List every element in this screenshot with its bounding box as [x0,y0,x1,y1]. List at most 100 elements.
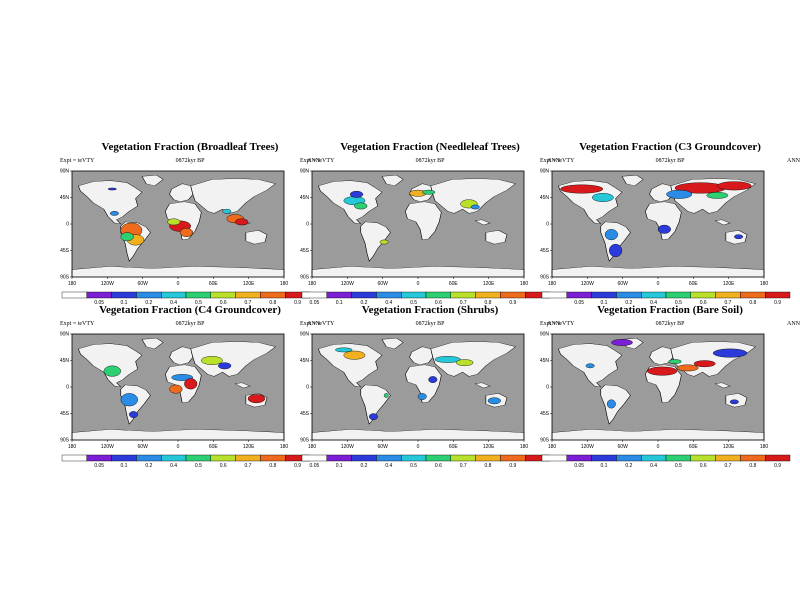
lon-label: 180 [280,444,289,450]
colorbar-swatch [740,454,766,462]
panel-title: Vegetation Fraction (Needleleaf Trees) [340,141,520,153]
lon-label: 180 [548,444,557,450]
colorbar-swatch [210,454,236,462]
lon-label: 120E [243,444,255,450]
colorbar-swatch [500,291,526,299]
colorbar-swatch [351,454,377,462]
colorbar-swatch [616,291,642,299]
continent-europe [409,346,434,365]
colorbar: 0.05 0.1 0.2 0.4 0.5 0.6 0.7 0.8 0.9 [301,291,551,305]
time-label: 0872kyr BP [175,321,205,327]
lon-label: 60E [449,444,459,450]
colorbar-swatch [210,291,236,299]
lon-label: 180 [280,281,289,287]
continent-africa [644,201,682,241]
vegetation-patch [383,393,389,398]
continent-africa [164,201,202,241]
colorbar-label: 0.2 [145,463,152,468]
lat-label: 0 [66,385,69,391]
time-label: 0872kyr BP [655,158,685,164]
colorbar-label: 0.5 [195,300,202,305]
colorbar-swatch [740,291,766,299]
lon-label: 120W [581,281,594,287]
vegetation-patch [693,360,716,368]
colorbar-label: 0.2 [625,300,632,305]
map-panel-c4-groundcover: Vegetation Fraction (C4 Groundcover) Exp… [60,304,320,468]
vegetation-patch [676,364,699,372]
lon-label: 180 [308,444,317,450]
colorbar-label: 0.1 [336,463,343,468]
colorbar-label: 0.7 [460,300,467,305]
colorbar-label: 0.9 [509,463,516,468]
colorbar-label: 0.4 [170,463,177,468]
lat-label: 90S [300,275,310,281]
colorbar-label: 0.6 [700,463,707,468]
colorbar-label: 0.5 [410,300,417,305]
vegetation-patch [712,348,748,358]
vegetation-patch [354,202,368,210]
lon-label: 0 [417,281,420,287]
colorbar-label: 0.1 [121,300,128,305]
vegetation-patch [369,413,378,421]
lat-label: 45S [300,411,310,417]
colorbar-swatch [136,454,162,462]
lon-label: 60W [138,281,149,287]
vegetation-patch [201,356,223,365]
colorbar-swatch [326,291,352,299]
lon-label: 120W [341,444,354,450]
vegetation-patch [222,208,232,214]
vegetation-patch [609,243,623,258]
colorbar-label: 0.7 [725,463,732,468]
lon-label: 0 [177,281,180,287]
colorbar-swatch [160,454,187,462]
lon-label: 180 [68,444,77,450]
colorbar-label: 0.2 [361,300,368,305]
vegetation-patch [129,411,138,418]
lon-label: 60E [689,444,699,450]
vegetation-patch [120,232,134,242]
experiment-label: Expt = teVTY [540,158,575,164]
vegetation-patch [169,384,183,394]
colorbar-label: 0.7 [725,300,732,305]
colorbar-label: 0.5 [195,463,202,468]
continent-asia [430,178,516,214]
colorbar-label: 0.5 [675,300,682,305]
season-label: ANN [787,158,800,164]
continent-indonesia [714,382,731,389]
continent-antarctica [551,266,765,278]
continent-indonesia [474,382,491,389]
land-areas [311,338,525,441]
colorbar-swatch [185,454,211,462]
colorbar-label: 0.6 [435,463,442,468]
colorbar-label: 0.7 [245,463,252,468]
continent-indonesia [234,382,251,389]
colorbar-label: 0.9 [774,463,781,468]
vegetation-patch [103,365,121,377]
continent-indonesia [474,219,491,226]
vegetation-patch [107,187,117,191]
lon-label: 120W [101,444,114,450]
vegetation-patch [167,218,181,226]
colorbar-label: 0.8 [749,300,756,305]
map-panel-broadleaf-trees: Vegetation Fraction (Broadleaf Trees) Ex… [60,141,320,305]
lon-label: 60E [449,281,459,287]
colorbar-label: 0.5 [675,463,682,468]
lat-label: 90S [60,275,70,281]
vegetation-patch [604,229,618,241]
colorbar-swatch [235,291,261,299]
colorbar-swatch [690,291,716,299]
lon-label: 0 [177,444,180,450]
colorbar-label: 0.6 [435,300,442,305]
season-label: ANN [787,321,800,327]
lat-label: 0 [306,385,309,391]
colorbar: 0.05 0.1 0.2 0.4 0.5 0.6 0.7 0.8 0.9 [541,454,791,468]
lon-label: 120W [101,281,114,287]
continent-europe [649,183,674,202]
colorbar-swatch [376,454,402,462]
continent-australia [485,230,508,245]
vegetation-patch [729,399,739,405]
colorbar-swatch [160,291,187,299]
colorbar-swatch [450,291,476,299]
continent-north-america [78,343,143,388]
